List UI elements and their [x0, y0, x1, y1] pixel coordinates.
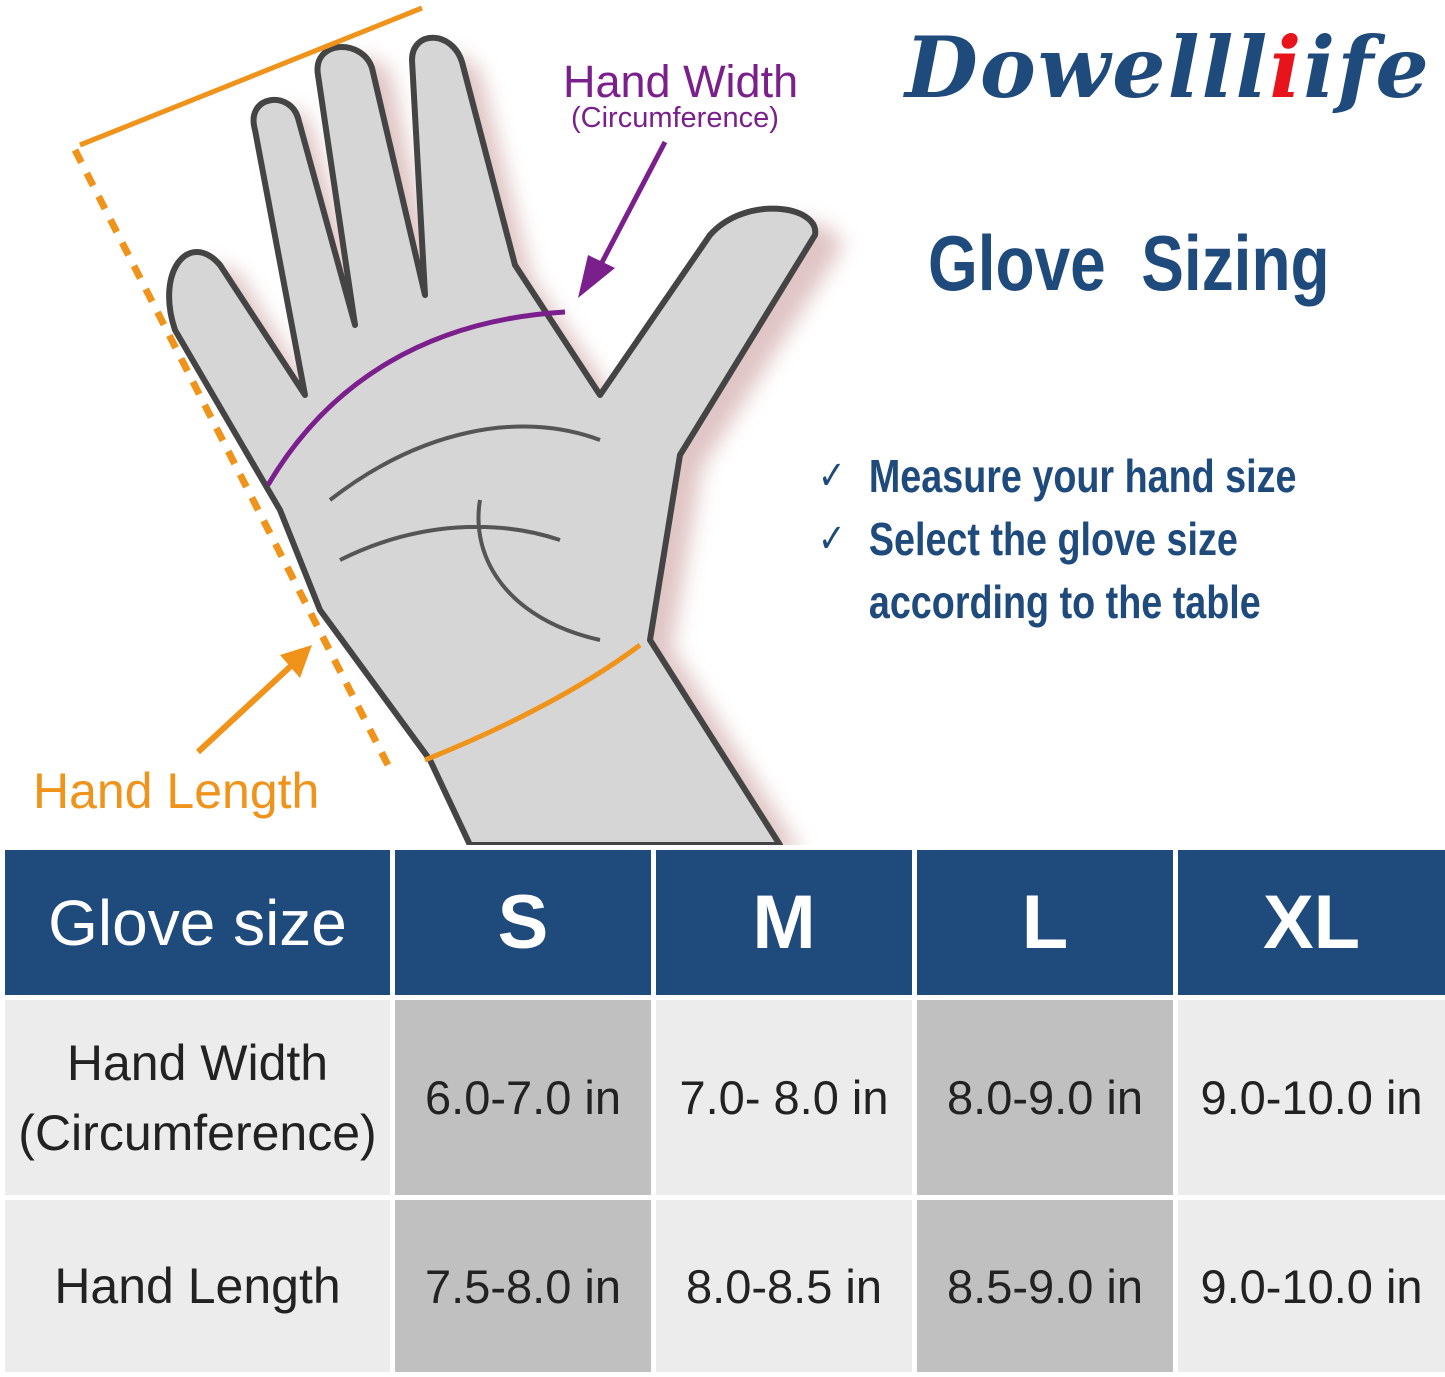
table-row: Hand Length 7.5-8.0 in 8.0-8.5 in 8.5-9.… [3, 1198, 1445, 1375]
header-glove-size: Glove size [3, 848, 393, 998]
hand-width-arrow-icon [578, 142, 665, 298]
table-cell: 8.0-9.0 in [915, 998, 1176, 1198]
hand-width-sublabel: (Circumference) [571, 102, 779, 135]
checkmark-icon: ✓ [818, 508, 869, 571]
hand-length-arrow-icon [198, 645, 312, 752]
brand-logo: Dowellliife [905, 18, 1431, 117]
table-cell: 7.5-8.0 in [393, 1198, 654, 1375]
checkmark-icon: ✓ [818, 445, 869, 508]
table-cell: 9.0-10.0 in [1176, 1198, 1445, 1375]
instructions-list: ✓Measure your hand size ✓Select the glov… [818, 445, 1296, 634]
header-size-xl: XL [1176, 848, 1445, 998]
page-title: Glove Sizing [928, 218, 1330, 309]
table-cell: 6.0-7.0 in [393, 998, 654, 1198]
header-size-m: M [654, 848, 915, 998]
table-cell: 8.0-8.5 in [654, 1198, 915, 1375]
instruction-item: ✓Select the glove size [818, 508, 1296, 571]
instruction-item: according to the table [818, 571, 1296, 634]
table-header-row: Glove size S M L XL [3, 848, 1445, 998]
table-cell: 9.0-10.0 in [1176, 998, 1445, 1198]
header-size-s: S [393, 848, 654, 998]
row-label-hand-length: Hand Length [3, 1198, 393, 1375]
row-label-hand-width: Hand Width(Circumference) [3, 998, 393, 1198]
table-cell: 7.0- 8.0 in [654, 998, 915, 1198]
size-table: Glove size S M L XL Hand Width(Circumfer… [0, 845, 1445, 1377]
header-size-l: L [915, 848, 1176, 998]
hand-width-label: Hand Width [563, 56, 798, 108]
table-row: Hand Width(Circumference) 6.0-7.0 in 7.0… [3, 998, 1445, 1198]
hand-length-label: Hand Length [33, 762, 319, 820]
instruction-item: ✓Measure your hand size [818, 445, 1296, 508]
table-cell: 8.5-9.0 in [915, 1198, 1176, 1375]
